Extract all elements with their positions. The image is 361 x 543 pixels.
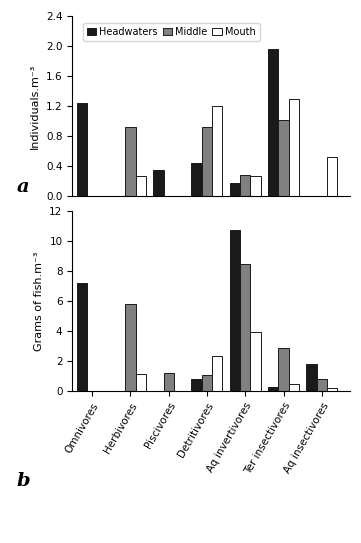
- Text: a: a: [17, 179, 29, 197]
- Legend: Headwaters, Middle, Mouth: Headwaters, Middle, Mouth: [83, 23, 260, 41]
- Bar: [240, 264, 251, 391]
- Bar: [327, 388, 337, 391]
- Bar: [230, 230, 240, 391]
- Bar: [251, 176, 261, 197]
- Bar: [125, 304, 136, 391]
- Bar: [251, 332, 261, 391]
- Bar: [289, 99, 299, 197]
- Bar: [278, 348, 289, 391]
- Bar: [153, 170, 164, 197]
- Bar: [317, 378, 327, 391]
- Bar: [212, 356, 222, 391]
- Bar: [278, 120, 289, 197]
- Bar: [289, 384, 299, 391]
- Bar: [191, 163, 202, 197]
- Y-axis label: Grams of fish.m⁻³: Grams of fish.m⁻³: [34, 251, 44, 351]
- Bar: [77, 103, 87, 197]
- Bar: [191, 379, 202, 391]
- Bar: [268, 48, 278, 197]
- Y-axis label: Individuals.m⁻³: Individuals.m⁻³: [30, 64, 40, 149]
- Bar: [212, 105, 222, 197]
- Bar: [202, 127, 212, 197]
- Bar: [306, 364, 317, 391]
- Bar: [136, 176, 146, 197]
- Bar: [164, 373, 174, 391]
- Bar: [202, 375, 212, 391]
- Text: b: b: [17, 472, 30, 490]
- Bar: [268, 387, 278, 391]
- Bar: [327, 156, 337, 197]
- Bar: [240, 175, 251, 197]
- Bar: [77, 283, 87, 391]
- Bar: [136, 374, 146, 391]
- Bar: [230, 183, 240, 197]
- Bar: [125, 127, 136, 197]
